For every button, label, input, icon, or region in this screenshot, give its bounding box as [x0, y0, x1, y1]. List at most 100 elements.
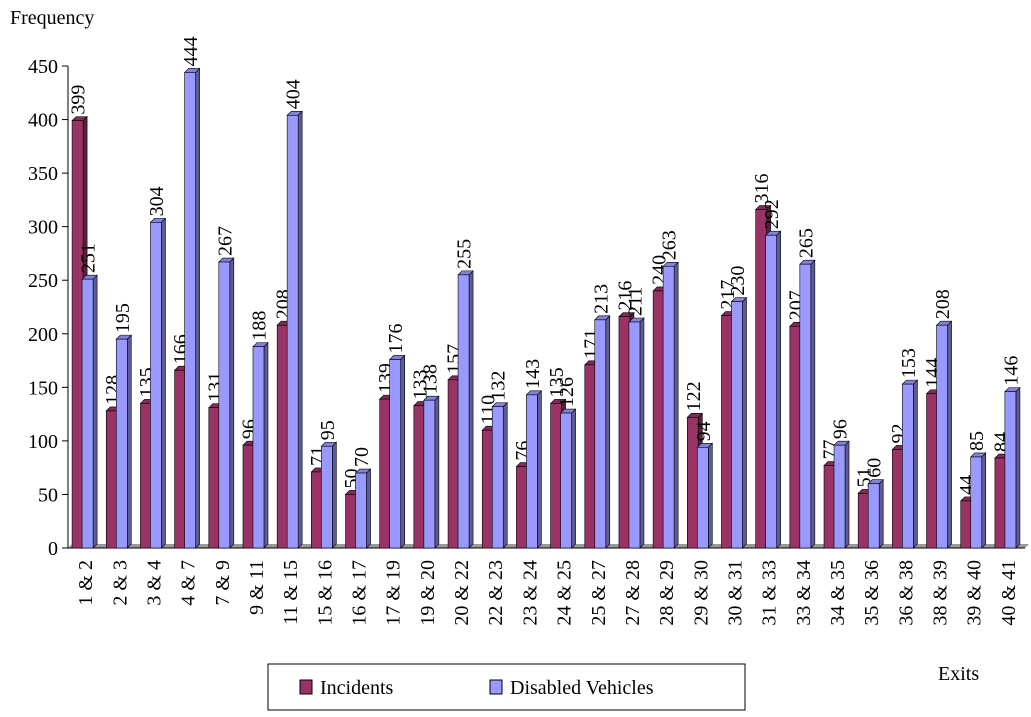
bar: [252, 346, 265, 549]
bar: [457, 274, 470, 549]
bar: [994, 457, 1007, 549]
value-label: 211: [624, 287, 646, 316]
value-label: 133: [409, 370, 431, 400]
value-label: 216: [614, 281, 636, 311]
bar: [789, 325, 802, 549]
bar-side: [810, 259, 816, 549]
bar-side: [605, 315, 611, 549]
bar: [81, 278, 94, 549]
bar: [755, 209, 767, 549]
value-label: 444: [180, 36, 202, 66]
legend-box: [267, 663, 746, 711]
value-label: 153: [898, 348, 920, 378]
bar-side: [366, 468, 371, 549]
x-tick-label: 28 & 29: [656, 560, 678, 626]
bar: [413, 405, 426, 549]
bar: [311, 471, 323, 549]
bar: [218, 261, 231, 549]
x-tick-label: 34 & 35: [827, 560, 849, 626]
bar-side: [195, 67, 200, 549]
x-axis-title: Exits: [938, 663, 979, 685]
value-label: 122: [683, 381, 705, 411]
value-label: 126: [556, 377, 578, 407]
bar: [892, 449, 904, 549]
bar-side: [126, 334, 132, 549]
bar: [902, 383, 914, 549]
bar: [150, 222, 162, 549]
bar: [516, 466, 528, 549]
floor: [68, 544, 1029, 548]
x-tick-label: 19 & 20: [417, 560, 439, 626]
bar: [481, 429, 494, 549]
y-axis-title: Frequency: [10, 7, 94, 29]
bar: [867, 483, 880, 549]
value-label: 138: [419, 364, 441, 394]
y-tick-label: 100: [28, 431, 58, 453]
bar-side: [400, 354, 405, 549]
bar: [423, 399, 436, 549]
bar: [115, 338, 128, 549]
bar-side: [468, 270, 474, 549]
x-tick-label: 23 & 24: [519, 560, 541, 626]
bar: [550, 403, 562, 549]
bar: [276, 324, 289, 549]
bar: [799, 263, 812, 549]
value-label: 267: [214, 226, 236, 256]
bar-side: [332, 441, 337, 549]
bar-side: [263, 341, 269, 549]
bar-side: [639, 317, 645, 549]
bar: [140, 403, 152, 549]
bar: [628, 321, 641, 549]
bar-side: [161, 217, 166, 549]
bar-side: [571, 408, 576, 549]
legend-label: Incidents: [320, 677, 394, 699]
bar: [389, 359, 401, 549]
y-tick-label: 400: [28, 110, 58, 132]
x-tick-label: 4 & 7: [178, 560, 200, 606]
bar: [936, 324, 948, 549]
x-tick-label: 17 & 19: [383, 560, 405, 626]
x-tick-label: 3 & 4: [143, 560, 165, 606]
x-tick-label: 9 & 11: [246, 560, 268, 615]
bar: [1004, 391, 1017, 549]
bar: [105, 410, 118, 549]
value-label: 292: [761, 199, 783, 229]
value-label: 95: [317, 420, 339, 440]
bar-side: [844, 440, 850, 549]
bar: [208, 407, 221, 549]
value-label: 316: [751, 174, 773, 204]
x-tick-label: 27 & 28: [622, 560, 644, 626]
bar: [765, 234, 777, 549]
x-tick-label: 2 & 3: [109, 560, 131, 606]
x-tick-label: 7 & 9: [212, 560, 234, 606]
bar: [618, 316, 631, 549]
bar-side: [537, 390, 542, 549]
bar-side: [878, 479, 884, 549]
bar: [823, 465, 836, 549]
bar-side: [229, 257, 235, 549]
bar: [491, 406, 504, 549]
value-label: 195: [112, 303, 134, 333]
value-label: 263: [659, 230, 681, 260]
value-label: 176: [385, 323, 407, 353]
bar: [721, 315, 733, 549]
bar: [174, 369, 186, 549]
bar-side: [502, 401, 508, 549]
value-label: 208: [932, 289, 954, 319]
x-tick-label: 33 & 34: [793, 560, 815, 626]
x-tick-label: 25 & 27: [588, 560, 610, 626]
value-label: 94: [693, 421, 715, 441]
x-tick-label: 35 & 36: [861, 560, 883, 626]
y-tick-label: 200: [28, 324, 58, 346]
bar-side: [92, 274, 98, 549]
value-label: 255: [454, 239, 476, 269]
value-label: 213: [590, 284, 612, 314]
bar: [652, 290, 665, 549]
value-label: 60: [864, 458, 886, 478]
bar: [594, 319, 607, 549]
value-label: 70: [351, 447, 373, 467]
x-tick-label: 30 & 31: [724, 560, 746, 626]
bar: [560, 412, 572, 549]
bar: [321, 445, 333, 549]
